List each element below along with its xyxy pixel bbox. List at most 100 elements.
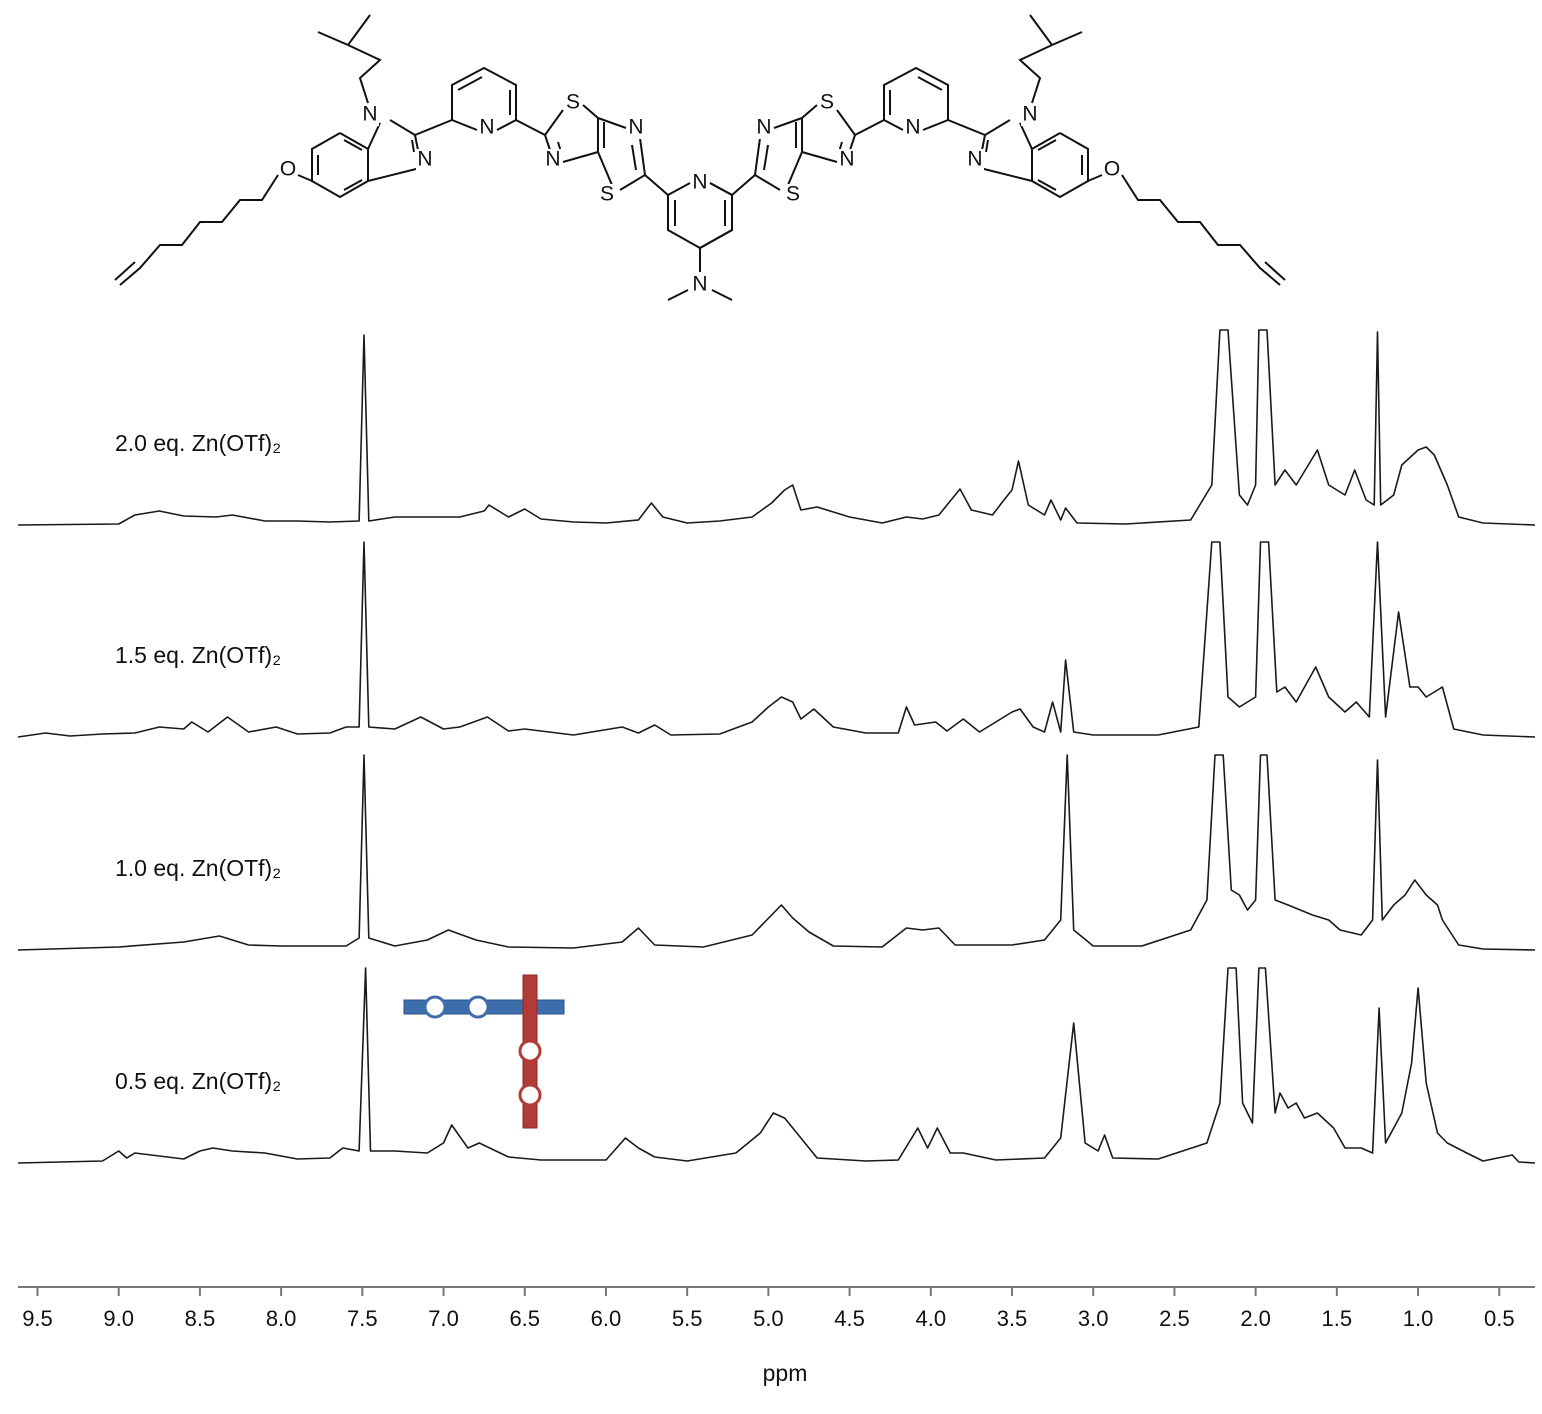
atom-mask	[627, 117, 645, 139]
atom-label: S	[786, 183, 800, 206]
bond	[562, 151, 599, 163]
spectrum-line	[17, 541, 1536, 738]
x-tick-label: 8.5	[185, 1306, 216, 1331]
bond	[979, 167, 1033, 182]
spectrum-line	[17, 754, 1536, 951]
bond	[311, 132, 369, 199]
bond	[922, 119, 949, 131]
bond	[1037, 139, 1057, 151]
atom-mask	[544, 149, 562, 171]
bond	[297, 174, 313, 182]
inset-icon	[403, 974, 565, 1129]
bond	[119, 174, 279, 286]
atom-label: O	[1104, 158, 1120, 181]
bond	[367, 122, 381, 150]
atom-mask	[279, 159, 297, 181]
atom-mask	[478, 117, 496, 139]
atom-mask	[904, 117, 922, 139]
bond	[411, 139, 415, 153]
atom-label: N	[545, 148, 560, 171]
x-tick-label: 9.0	[103, 1306, 134, 1331]
bond	[1037, 179, 1057, 191]
atom-label: N	[417, 148, 432, 171]
x-tick-label: 1.0	[1403, 1306, 1434, 1331]
bond	[457, 76, 483, 91]
bond	[849, 134, 856, 151]
atom-label: N	[839, 148, 854, 171]
atom-label: N	[628, 116, 643, 139]
bond	[317, 31, 382, 104]
x-tick-label: 2.0	[1240, 1306, 1271, 1331]
bond	[763, 144, 769, 171]
spectrum-line	[17, 329, 1536, 526]
bond	[544, 109, 564, 136]
bond	[667, 182, 691, 196]
atom-mask	[691, 172, 709, 194]
atom-label: N	[756, 116, 771, 139]
atom-mask	[361, 104, 379, 126]
x-tick-label: 3.0	[1078, 1306, 1109, 1331]
atom-mask	[966, 149, 984, 171]
atom-mask	[416, 149, 434, 171]
bond	[699, 182, 733, 249]
x-axis-label: ppm	[763, 1360, 808, 1386]
bond	[1121, 174, 1281, 286]
bond	[1087, 174, 1103, 182]
bond	[1031, 132, 1089, 199]
series-label: 1.0 eq. Zn(OTf)₂	[115, 855, 281, 881]
atom-label: S	[600, 183, 614, 206]
bond	[787, 104, 818, 186]
bond	[947, 119, 986, 136]
atom-mask	[838, 149, 856, 171]
x-tick-label: 7.5	[347, 1306, 378, 1331]
bond	[597, 117, 627, 129]
bond	[711, 289, 733, 301]
atom-mask	[784, 184, 802, 206]
icon-circle	[423, 995, 447, 1019]
bond	[801, 151, 838, 163]
bond	[582, 104, 613, 186]
bond	[883, 66, 949, 131]
series-label: 2.0 eq. Zn(OTf)₂	[115, 430, 281, 456]
icon-circle	[466, 995, 490, 1019]
bond	[367, 167, 421, 182]
atom-label: S	[566, 91, 580, 114]
x-tick-label: 6.5	[509, 1306, 540, 1331]
atom-mask	[818, 92, 836, 114]
bond	[544, 134, 551, 151]
series-label: 1.5 eq. Zn(OTf)₂	[115, 642, 281, 668]
atom-label: N	[1022, 103, 1037, 126]
bond	[985, 139, 989, 153]
bond	[451, 119, 478, 131]
atom-mask	[755, 117, 773, 139]
x-tick-label: 4.0	[916, 1306, 947, 1331]
atom-label: N	[362, 103, 377, 126]
bond	[343, 179, 363, 191]
atom-mask	[691, 274, 709, 296]
x-tick-label: 0.5	[1484, 1306, 1515, 1331]
atom-mask	[1021, 104, 1039, 126]
bond	[114, 261, 136, 281]
spectrum-line	[17, 967, 1536, 1164]
bond	[667, 289, 689, 301]
bond	[854, 119, 885, 136]
atom-label: N	[967, 148, 982, 171]
bond	[773, 117, 803, 129]
x-tick-label: 6.0	[591, 1306, 622, 1331]
x-tick-label: 9.5	[22, 1306, 53, 1331]
x-tick-label: 5.5	[672, 1306, 703, 1331]
x-tick-label: 8.0	[266, 1306, 297, 1331]
icon-circle	[518, 1039, 542, 1063]
bond	[1018, 31, 1083, 104]
bond	[414, 119, 453, 136]
bond	[451, 66, 517, 131]
bond	[836, 109, 856, 136]
x-tick-label: 1.5	[1322, 1306, 1353, 1331]
atom-label: N	[905, 116, 920, 139]
atom-mask	[564, 92, 582, 114]
bond	[644, 174, 669, 196]
bond	[631, 144, 637, 171]
chemical-structure: O N N N S N N S N N S N N S N N N O	[114, 14, 1286, 301]
